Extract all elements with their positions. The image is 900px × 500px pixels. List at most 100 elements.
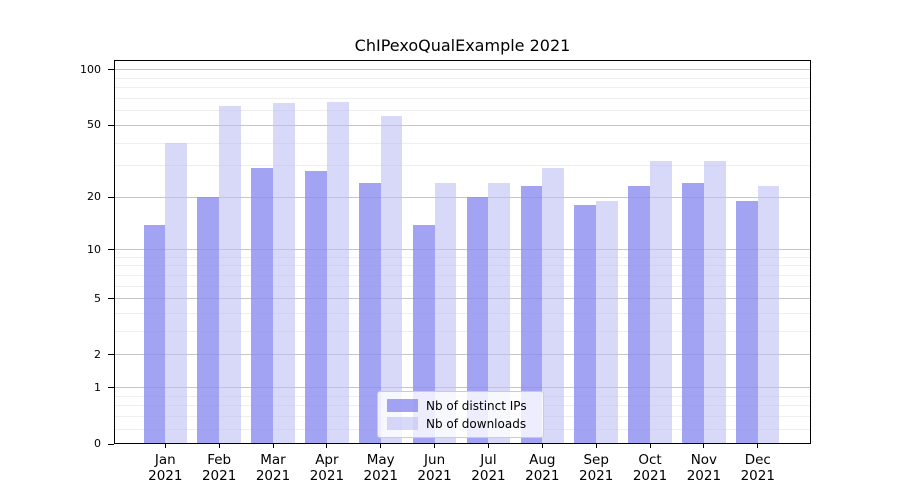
x-tick-year: 2021 <box>632 467 668 484</box>
x-tick-label: Oct 2021 <box>618 452 682 484</box>
minor-gridline <box>114 331 811 333</box>
x-tick-year: 2021 <box>471 467 506 484</box>
legend-label-distinct-ips: Nb of distinct IPs <box>426 398 527 413</box>
y-tick-mark <box>108 443 114 445</box>
minor-gridline <box>114 274 811 276</box>
bar-may-distinct-ips <box>359 183 381 444</box>
bar-feb-distinct-ips <box>197 197 220 444</box>
x-tick-label: Mar 2021 <box>241 452 305 484</box>
major-gridline <box>114 298 811 300</box>
y-tick-mark <box>108 69 114 71</box>
major-gridline <box>114 124 811 126</box>
minor-gridline <box>114 77 811 79</box>
x-tick-year: 2021 <box>525 467 560 484</box>
bar-oct-downloads <box>650 160 672 444</box>
minor-gridline <box>114 98 811 100</box>
x-tick-mark <box>326 444 328 448</box>
legend: Nb of distinct IPs Nb of downloads <box>377 391 544 438</box>
chart-title: ChIPexoQualExample 2021 <box>354 36 571 55</box>
bar-jan-distinct-ips <box>143 224 166 444</box>
bar-nov-distinct-ips <box>682 183 704 444</box>
plot-border <box>114 60 811 444</box>
bar-jul-distinct-ips <box>466 197 489 444</box>
x-tick-label: Jan 2021 <box>133 452 197 484</box>
x-tick-label: Apr 2021 <box>295 452 359 484</box>
x-tick-mark <box>703 444 705 448</box>
x-tick-year: 2021 <box>417 467 452 484</box>
y-tick-label: 2 <box>94 347 101 361</box>
bar-sep-distinct-ips <box>574 205 597 444</box>
minor-gridline <box>114 110 811 112</box>
y-tick-mark <box>108 124 114 126</box>
bar-jun-distinct-ips <box>412 224 435 444</box>
bar-sep-downloads <box>596 201 618 444</box>
x-tick-month: Sep <box>583 452 609 468</box>
x-tick-month: May <box>366 452 395 468</box>
y-tick-label: 10 <box>87 242 101 256</box>
y-tick-label: 20 <box>87 190 101 204</box>
bar-oct-distinct-ips <box>628 186 651 444</box>
x-tick-month: Feb <box>207 452 232 468</box>
x-tick-mark <box>380 444 382 448</box>
x-tick-label: Jun 2021 <box>403 452 467 484</box>
major-gridline <box>114 354 811 356</box>
x-tick-label: Sep 2021 <box>564 452 628 484</box>
x-tick-label: Aug 2021 <box>510 452 574 484</box>
legend-item-distinct-ips: Nb of distinct IPs <box>378 399 543 413</box>
y-tick-label: 100 <box>80 62 101 76</box>
x-tick-month: Aug <box>529 452 556 468</box>
minor-gridline <box>114 265 811 267</box>
minor-gridline <box>114 285 811 287</box>
x-tick-year: 2021 <box>363 467 398 484</box>
x-tick-month: Jun <box>424 452 446 468</box>
x-tick-month: Oct <box>638 452 662 468</box>
x-tick-mark <box>757 444 759 448</box>
y-tick-mark <box>108 387 114 389</box>
legend-swatch-downloads <box>387 417 418 430</box>
y-tick-mark <box>108 354 114 356</box>
x-tick-year: 2021 <box>309 467 345 484</box>
bar-aug-distinct-ips <box>520 186 543 444</box>
x-tick-mark <box>218 444 220 448</box>
y-tick-mark <box>108 298 114 300</box>
x-tick-year: 2021 <box>740 467 775 484</box>
legend-swatch-distinct-ips <box>387 399 418 412</box>
y-tick-mark <box>108 196 114 198</box>
major-gridline <box>114 196 811 198</box>
legend-item-downloads: Nb of downloads <box>378 417 543 431</box>
bar-apr-downloads <box>326 102 349 444</box>
legend-label-downloads: Nb of downloads <box>426 416 527 431</box>
minor-gridline <box>114 142 811 144</box>
minor-gridline <box>114 87 811 89</box>
bar-jun-downloads <box>434 183 457 444</box>
x-tick-label: Jul 2021 <box>456 452 520 484</box>
bar-mar-distinct-ips <box>251 168 273 444</box>
y-tick-label: 50 <box>87 118 101 132</box>
y-tick-label: 0 <box>94 437 101 450</box>
x-tick-mark <box>595 444 597 448</box>
bar-jul-downloads <box>488 183 511 444</box>
major-gridline <box>114 249 811 251</box>
x-tick-year: 2021 <box>578 467 614 484</box>
bar-aug-downloads <box>542 168 564 444</box>
x-tick-month: Mar <box>260 452 286 468</box>
bar-apr-distinct-ips <box>305 171 327 444</box>
x-tick-mark <box>487 444 489 448</box>
x-tick-label: Feb 2021 <box>187 452 251 484</box>
x-tick-label: May 2021 <box>349 452 413 484</box>
y-tick-label: 5 <box>94 291 101 305</box>
bar-dec-downloads <box>757 186 780 444</box>
x-tick-month: Nov <box>690 452 718 468</box>
x-tick-mark <box>272 444 274 448</box>
minor-gridline <box>114 256 811 258</box>
x-tick-label: Nov 2021 <box>672 452 736 484</box>
minor-gridline <box>114 165 811 167</box>
bar-feb-downloads <box>219 105 241 444</box>
x-tick-year: 2021 <box>148 467 183 484</box>
x-tick-month: Jul <box>480 452 497 468</box>
y-tick-mark <box>108 249 114 251</box>
bar-mar-downloads <box>273 103 295 444</box>
major-gridline <box>114 69 811 71</box>
x-tick-month: Apr <box>315 452 339 468</box>
